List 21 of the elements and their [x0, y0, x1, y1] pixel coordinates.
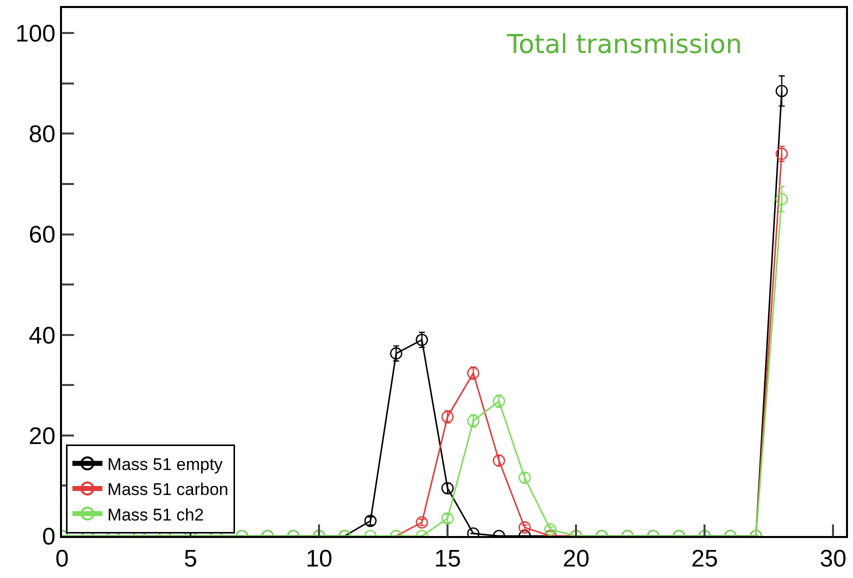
point — [776, 148, 788, 160]
annotation: Total transmission — [506, 30, 742, 60]
point — [390, 347, 402, 360]
y-tick-label: 100 — [15, 20, 56, 48]
x-tick-label: 30 — [820, 546, 846, 573]
legend-label: Mass 51 ch2 — [107, 505, 204, 524]
x-tick-label: 20 — [562, 546, 590, 573]
point — [776, 192, 788, 206]
y-tick-label: 80 — [28, 121, 56, 148]
point — [416, 334, 428, 346]
y-tick-label: 60 — [28, 222, 56, 249]
y-tick-label: 20 — [28, 422, 56, 450]
legend-label: Mass 51 carbon — [107, 480, 228, 500]
legend-label: Mass 51 empty — [107, 455, 224, 474]
x-tick-label: 25 — [691, 546, 718, 573]
y-tick-label: 0 — [42, 523, 56, 550]
x-tick-label: 5 — [184, 546, 198, 573]
point — [467, 366, 480, 380]
y-tick-label: 40 — [28, 322, 56, 350]
x-tick-label: 15 — [434, 546, 461, 573]
x-tick-label: 10 — [306, 546, 332, 573]
